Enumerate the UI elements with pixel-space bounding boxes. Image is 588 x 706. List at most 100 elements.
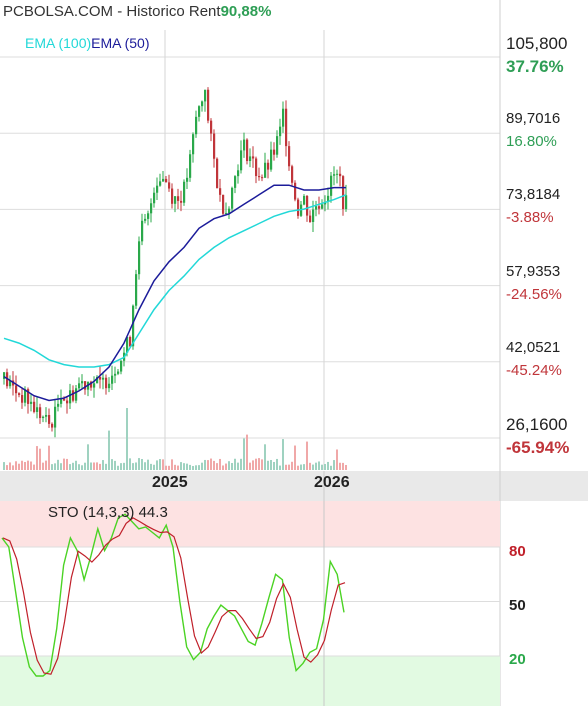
candle-body xyxy=(90,381,93,388)
candle-body xyxy=(201,101,204,107)
candle-body xyxy=(33,401,36,412)
volume-bar xyxy=(6,465,8,470)
volume-bar xyxy=(309,462,311,470)
volume-bar xyxy=(111,459,113,470)
price-label: 89,7016 xyxy=(506,110,561,128)
legend-ema100: EMA (100) xyxy=(25,35,92,51)
candle-body xyxy=(45,414,48,417)
candle-body xyxy=(57,403,60,407)
candle-body xyxy=(72,390,75,401)
percent-label: -24.56% xyxy=(506,285,562,303)
x-axis-band xyxy=(0,471,588,501)
volume-bar xyxy=(132,463,134,470)
candle-body xyxy=(312,209,315,222)
volume-bar xyxy=(15,461,17,470)
candle-body xyxy=(261,177,264,179)
volume-bar xyxy=(339,462,341,470)
candle-body xyxy=(264,162,267,178)
volume-bar xyxy=(81,465,83,470)
candle-body xyxy=(207,89,210,121)
rent-label: Rent xyxy=(188,3,221,20)
volume-bar xyxy=(105,463,107,470)
volume-bar xyxy=(324,463,326,470)
volume-bar xyxy=(60,463,62,470)
volume-bar xyxy=(207,460,209,470)
volume-bar xyxy=(168,465,170,470)
volume-bar xyxy=(264,444,266,470)
volume-bar xyxy=(159,459,161,470)
volume-bar xyxy=(270,459,272,470)
volume-bar xyxy=(183,463,185,470)
volume-bar xyxy=(78,464,80,470)
volume-bar xyxy=(102,460,104,470)
volume-bar xyxy=(165,465,167,470)
volume-bar xyxy=(21,460,23,470)
volume-bar xyxy=(9,462,11,470)
candle-body xyxy=(330,175,333,196)
volume-bar xyxy=(99,463,101,470)
candle-body xyxy=(270,149,273,170)
volume-bar xyxy=(288,464,290,470)
candle-body xyxy=(255,158,258,177)
x-tick-2025: 2025 xyxy=(152,474,188,491)
candle-body xyxy=(144,218,147,221)
candle-body xyxy=(267,162,270,170)
candle-body xyxy=(240,150,243,171)
candle-body xyxy=(42,416,45,419)
volume-bar xyxy=(171,459,173,470)
candle-body xyxy=(156,185,159,193)
volume-bar xyxy=(135,462,137,470)
volume-bar xyxy=(93,462,95,470)
ema-legend: EMA (100)EMA (50) xyxy=(25,35,150,51)
volume-bar xyxy=(69,464,71,470)
candle-body xyxy=(339,173,342,177)
candle-body xyxy=(177,196,180,201)
volume-bar xyxy=(195,465,197,470)
candle-body xyxy=(63,398,66,401)
price-label: 42,0521 xyxy=(506,338,561,356)
volume-bar xyxy=(237,462,239,470)
volume-bar xyxy=(147,459,149,470)
candle-body xyxy=(249,156,252,162)
percent-label: -65.94% xyxy=(506,438,570,457)
volume-bar xyxy=(267,460,269,470)
volume-bar xyxy=(285,464,287,470)
candle-body xyxy=(120,360,123,372)
candle-body xyxy=(117,371,120,374)
volume-bar xyxy=(318,461,320,470)
candle-body xyxy=(333,174,336,176)
candle-body xyxy=(69,390,72,404)
candle-body xyxy=(153,192,156,204)
candle-body xyxy=(15,385,18,394)
candle-body xyxy=(336,173,339,175)
candle-body xyxy=(315,206,318,210)
volume-bar xyxy=(54,463,56,470)
price-label: 73,8184 xyxy=(506,186,561,204)
chart-title: PCBOLSA.COM - Historico xyxy=(3,3,185,20)
volume-bar xyxy=(45,460,47,470)
volume-bar xyxy=(39,448,41,470)
overbought-zone xyxy=(0,501,500,547)
candle-body xyxy=(21,394,24,403)
candle-body xyxy=(213,133,216,159)
volume-bar xyxy=(321,464,323,470)
candle-body xyxy=(60,398,63,404)
candle-body xyxy=(168,182,171,189)
volume-bar xyxy=(330,465,332,470)
volume-bar xyxy=(123,462,125,470)
price-label: 57,9353 xyxy=(506,262,561,280)
volume-bar xyxy=(153,464,155,470)
candle-body xyxy=(276,136,279,155)
candle-body xyxy=(258,176,261,178)
candle-body xyxy=(174,196,177,204)
candle-body xyxy=(9,380,12,387)
candle-body xyxy=(210,120,213,134)
volume-bar xyxy=(96,462,98,470)
volume-bar xyxy=(24,462,26,470)
candle-body xyxy=(102,377,105,380)
volume-bar xyxy=(66,458,68,470)
volume-bar xyxy=(3,462,5,470)
candle-body xyxy=(222,194,225,214)
candle-body xyxy=(54,406,57,428)
